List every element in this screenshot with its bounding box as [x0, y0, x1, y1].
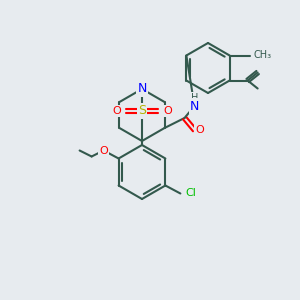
Text: H: H	[191, 93, 198, 103]
Text: Cl: Cl	[185, 188, 196, 199]
Text: N: N	[190, 100, 199, 112]
Text: O: O	[163, 106, 172, 116]
Text: N: N	[137, 82, 147, 95]
Text: S: S	[138, 104, 146, 118]
Text: O: O	[195, 125, 204, 135]
Text: O: O	[99, 146, 108, 155]
Text: O: O	[112, 106, 121, 116]
Text: CH₃: CH₃	[254, 50, 272, 61]
